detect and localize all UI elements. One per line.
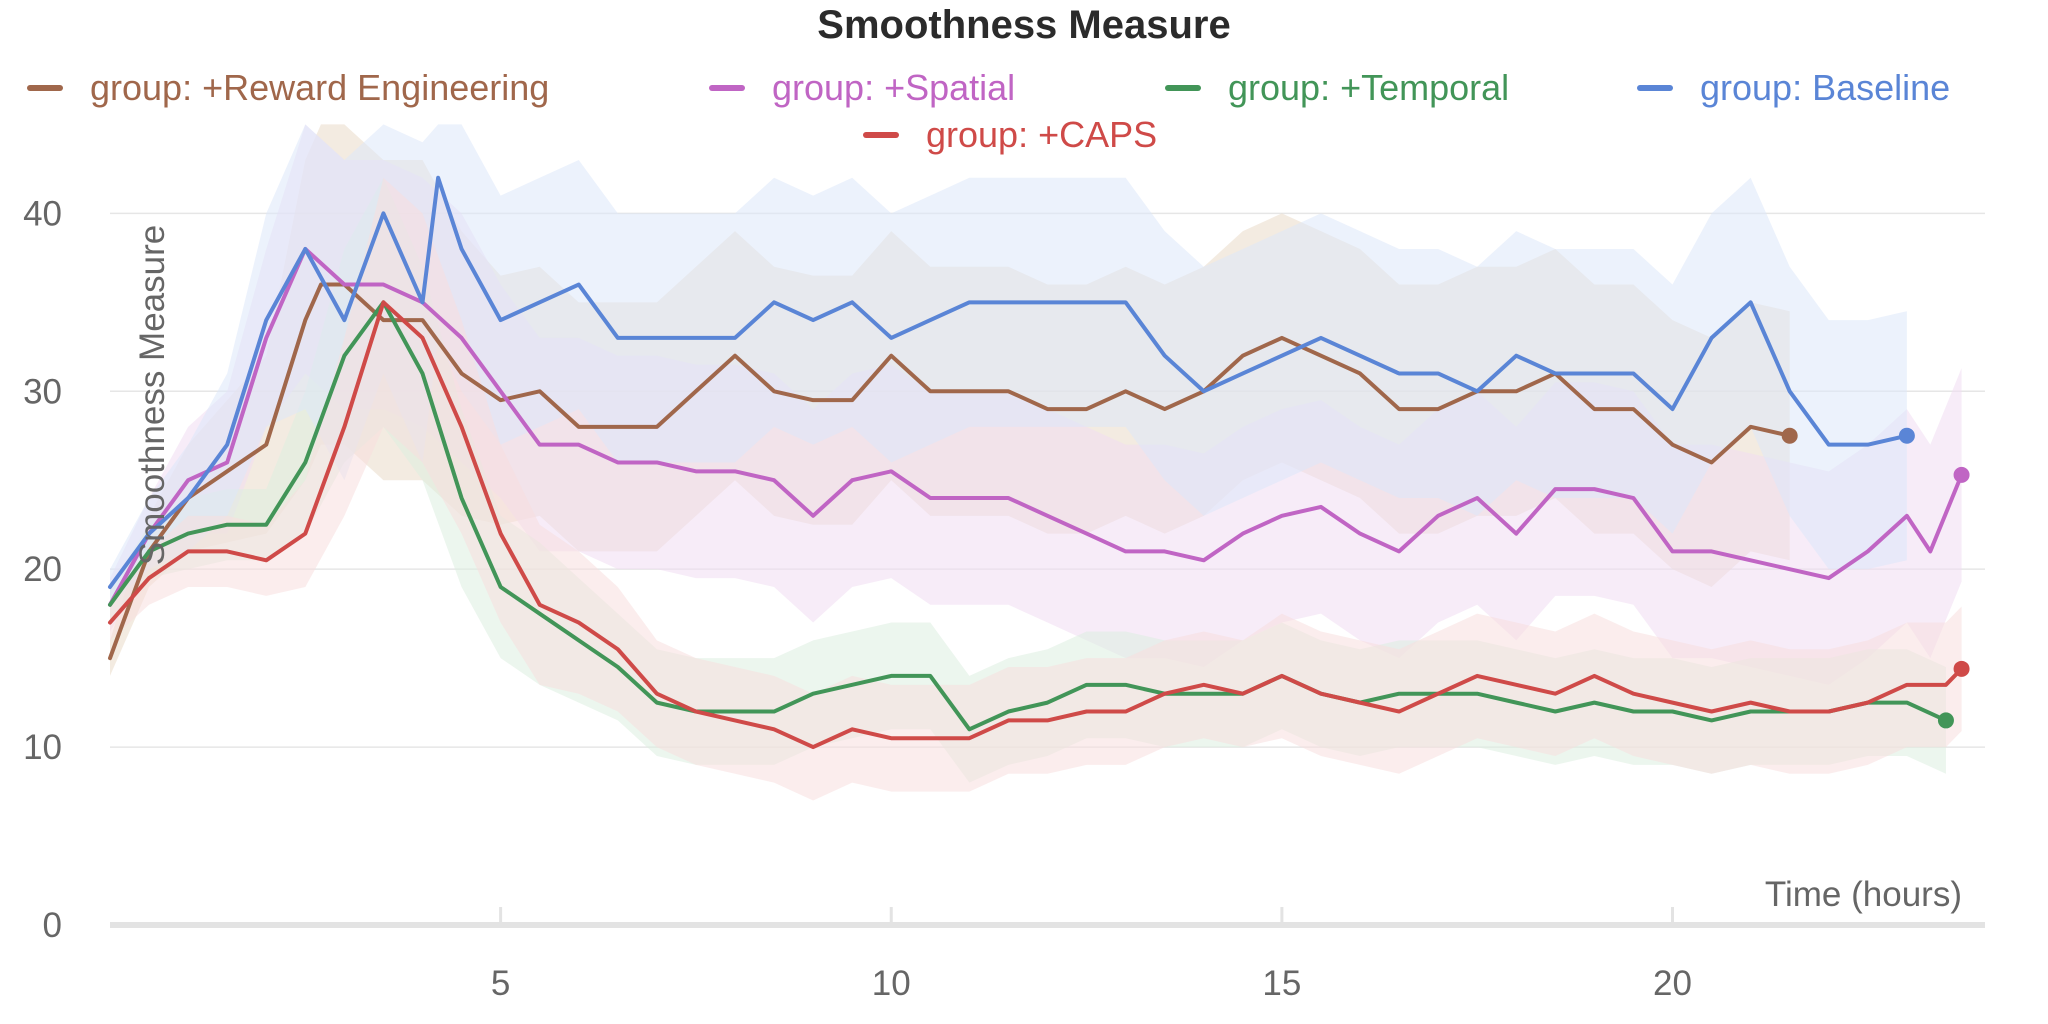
x-tick-label: 10 [872, 964, 911, 1003]
legend-item-group-baseline[interactable]: group: Baseline [1637, 67, 1950, 108]
endpoint-group-temporal [1937, 712, 1954, 729]
x-tick-label: 20 [1653, 964, 1692, 1003]
series-lines [108, 175, 1964, 750]
x-axis-label: Time (hours) [1765, 875, 1962, 914]
legend: group: +Reward Engineering group: +Spatia… [27, 67, 1950, 155]
x-tick-label: 15 [1262, 964, 1301, 1003]
legend-label: group: +Temporal [1228, 67, 1509, 108]
y-tick-label: 40 [23, 194, 62, 233]
legend-item-group-caps[interactable]: group: +CAPS [863, 114, 1157, 155]
series-endpoints [1781, 427, 1970, 729]
legend-item-group-spatial[interactable]: group: +Spatial [709, 67, 1015, 108]
y-tick-label: 10 [23, 728, 62, 767]
legend-label: group: +Reward Engineering [90, 67, 549, 108]
band-group-caps [110, 177, 1962, 801]
y-axis-label: Smoothness Measure [133, 225, 172, 565]
line-group-baseline [108, 175, 1909, 589]
endpoint-group-spatial [1953, 466, 1970, 483]
legend-label: group: +Spatial [772, 67, 1015, 108]
x-tick-label: 5 [491, 964, 510, 1003]
legend-item-group-temporal[interactable]: group: +Temporal [1165, 67, 1509, 108]
line-group-caps [108, 300, 1964, 750]
legend-label: group: Baseline [1700, 67, 1950, 108]
endpoint-group-reward-engineering [1781, 427, 1798, 444]
chart-title: Smoothness Measure [817, 3, 1230, 47]
y-tick-label: 30 [23, 372, 62, 411]
axes: 0 10 20 30 40 5 10 15 20 [23, 194, 1985, 1003]
y-tick-label: 0 [43, 906, 62, 945]
endpoint-group-baseline [1898, 427, 1915, 444]
legend-item-group-reward-engineering[interactable]: group: +Reward Engineering [27, 67, 549, 108]
legend-label: group: +CAPS [926, 114, 1157, 155]
endpoint-group-caps [1953, 660, 1970, 677]
line-group-reward-engineering [108, 282, 1792, 661]
line-group-temporal [108, 300, 1948, 732]
y-tick-label: 20 [23, 550, 62, 589]
band-group-baseline [110, 124, 1907, 605]
